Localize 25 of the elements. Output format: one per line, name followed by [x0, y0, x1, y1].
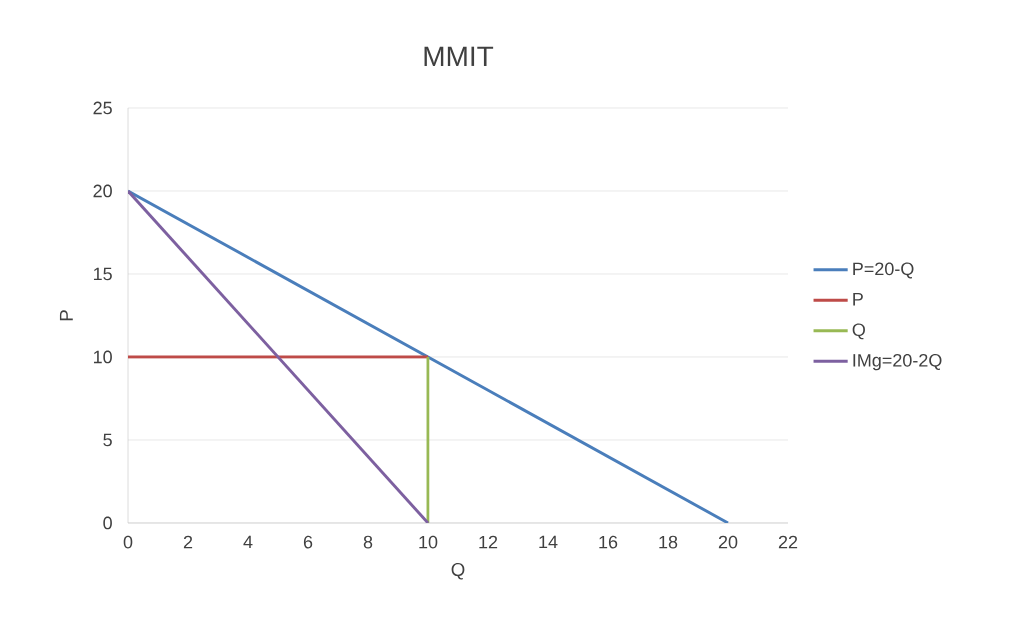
chart-title: MMIT [424, 46, 494, 66]
x-tick-label: 22 [778, 535, 798, 549]
x-tick-label: 16 [599, 535, 618, 549]
x-tick-label: 6 [303, 535, 313, 549]
x-tick-label: 8 [363, 535, 373, 549]
x-tick-label: 2 [183, 535, 193, 549]
legend-label: P [853, 293, 863, 306]
x-tick-label: 14 [539, 535, 558, 549]
y-tick-label: 15 [93, 267, 112, 281]
y-axis-title: P [59, 310, 73, 321]
x-tick-label: 18 [659, 535, 678, 549]
legend-label: IMg=20-2Q [853, 353, 942, 371]
y-tick-label: 5 [103, 433, 112, 447]
y-tick-label: 10 [93, 350, 112, 364]
y-tick-label: 0 [103, 516, 112, 530]
x-tick-label: 12 [479, 535, 498, 549]
x-tick-label: 4 [243, 535, 253, 549]
x-axis-title: Q [451, 562, 465, 580]
y-tick-label: 25 [93, 101, 112, 115]
y-tick-label: 20 [93, 184, 112, 198]
legend-label: P=20-Q [853, 262, 914, 279]
legend-label: Q [852, 323, 865, 340]
x-tick-label: 20 [718, 535, 738, 549]
x-tick-label: 0 [123, 535, 133, 549]
x-tick-label: 10 [419, 535, 438, 549]
